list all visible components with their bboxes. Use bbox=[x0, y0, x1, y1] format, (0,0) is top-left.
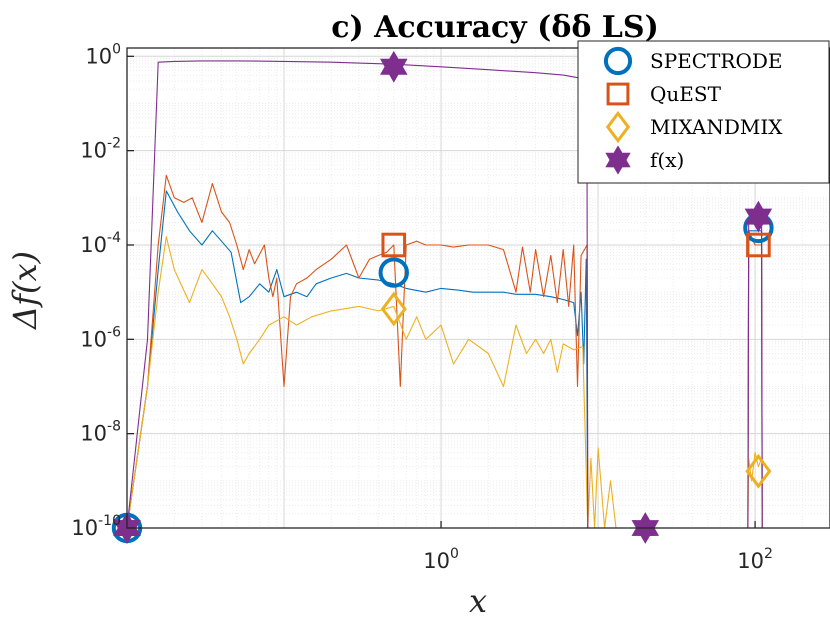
series-line-quest bbox=[126, 174, 830, 529]
y-axis-label: Δf(x) bbox=[6, 251, 44, 331]
y-tick-label: 10-4 bbox=[80, 230, 121, 257]
legend-label-spectrode: SPECTRODE bbox=[650, 49, 783, 73]
marker-quest bbox=[381, 232, 407, 258]
marker-mixandmix bbox=[380, 291, 407, 327]
marker-spectrode bbox=[378, 257, 409, 288]
legend-marker-f-x- bbox=[605, 145, 631, 175]
series-line-f-x- bbox=[126, 60, 830, 529]
y-tick-label: 10-2 bbox=[80, 136, 121, 163]
x-tick-label: 100 bbox=[423, 546, 459, 573]
legend-label-mixandmix: MIXANDMIX bbox=[650, 115, 783, 139]
axes-box bbox=[126, 47, 830, 529]
y-tick-label: 10-10 bbox=[71, 513, 121, 540]
series-line-mixandmix bbox=[126, 236, 830, 529]
y-tick-label: 10-8 bbox=[80, 419, 121, 446]
series-line-spectrode bbox=[126, 190, 830, 529]
legend-label-f-x-: f(x) bbox=[650, 148, 684, 172]
marker-quest bbox=[746, 232, 771, 258]
legend-marker-quest bbox=[606, 82, 630, 106]
series-markers bbox=[111, 50, 774, 544]
legend: SPECTRODE QuEST MIXANDMIX f(x) bbox=[577, 40, 830, 184]
legend-label-quest: QuEST bbox=[650, 82, 722, 106]
y-tick-label: 10-6 bbox=[80, 324, 121, 351]
legend-marker-mixandmix bbox=[605, 110, 631, 144]
grid bbox=[126, 48, 830, 529]
x-axis-label: x bbox=[469, 582, 487, 620]
chart-title: c) Accuracy (δδ LS) bbox=[331, 10, 659, 45]
x-tick-label: 102 bbox=[737, 546, 773, 573]
axis-ticks: 100 102 100 10-2 10-4 10-6 10-8 10-10 bbox=[71, 41, 773, 573]
y-tick-label: 100 bbox=[85, 41, 121, 68]
marker-f-x- bbox=[744, 200, 773, 233]
marker-f-x- bbox=[380, 50, 408, 83]
legend-marker-spectrode bbox=[603, 46, 633, 76]
marker-mixandmix bbox=[745, 453, 772, 489]
